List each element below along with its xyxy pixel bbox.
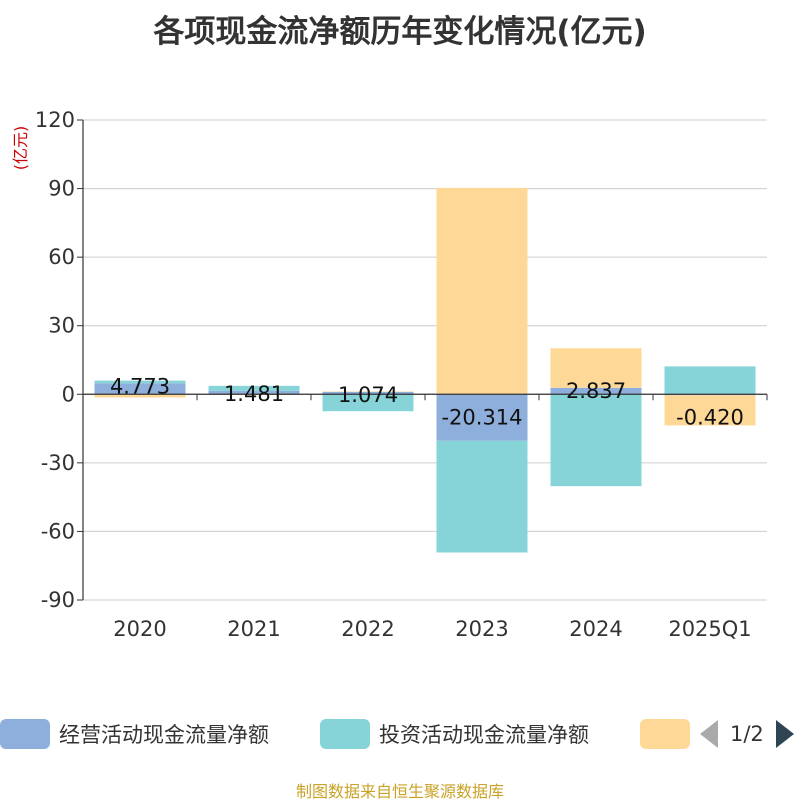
y-tick-label: 120: [35, 108, 75, 132]
bar-series-1: [551, 394, 642, 486]
data-label: 4.773: [110, 374, 170, 398]
x-tick-label: 2020: [113, 617, 166, 641]
y-tick-label: -30: [41, 451, 75, 475]
legend-page-indicator: 1/2: [730, 722, 764, 746]
cashflow-chart: 120 90 60 30 0 -30 -60 -90 2020 2021 2022 2023 2024 2…: [0, 0, 800, 700]
legend-label-operating: 经营活动现金流量净额: [59, 719, 269, 749]
x-tick-label: 2021: [227, 617, 280, 641]
y-tick-label: -90: [41, 588, 75, 612]
y-tick-label: 90: [48, 177, 75, 201]
chevron-right-icon[interactable]: [776, 720, 794, 748]
data-labels: 4.773 1.481 1.074 -20.314 2.837 -0.420: [110, 374, 744, 429]
x-tick-label: 2024: [569, 617, 622, 641]
chevron-left-icon[interactable]: [700, 720, 718, 748]
data-label: -20.314: [441, 405, 522, 429]
legend-operating[interactable]: 经营活动现金流量净额: [0, 718, 269, 750]
bar-series-1: [437, 441, 528, 553]
grid-lines: [83, 120, 767, 600]
y-tick-label: 30: [48, 314, 75, 338]
data-label: -0.420: [676, 405, 744, 429]
y-axis-label: (亿元): [11, 126, 30, 171]
x-tick-label: 2023: [455, 617, 508, 641]
legend-swatch-investing: [320, 719, 370, 749]
y-tick-label: 0: [62, 382, 75, 406]
legend-label-investing: 投资活动现金流量净额: [379, 719, 589, 749]
data-label: 1.074: [338, 383, 398, 407]
bar-series-2: [437, 188, 528, 394]
bars: [95, 188, 756, 553]
data-label: 2.837: [566, 379, 626, 403]
x-tick-label: 2022: [341, 617, 394, 641]
legend-investing[interactable]: 投资活动现金流量净额: [320, 718, 589, 750]
legend-swatch-financing: [640, 719, 690, 749]
x-tick-label: 2025Q1: [668, 617, 751, 641]
data-label: 1.481: [224, 382, 284, 406]
bar-series-1: [665, 366, 756, 394]
y-tick-label: -60: [41, 519, 75, 543]
legend-financing[interactable]: [640, 718, 699, 750]
legend-pager: 1/2: [700, 718, 794, 750]
legend-swatch-operating: [0, 719, 50, 749]
data-source: 制图数据来自恒生聚源数据库: [0, 778, 800, 802]
y-tick-label: 60: [48, 245, 75, 269]
